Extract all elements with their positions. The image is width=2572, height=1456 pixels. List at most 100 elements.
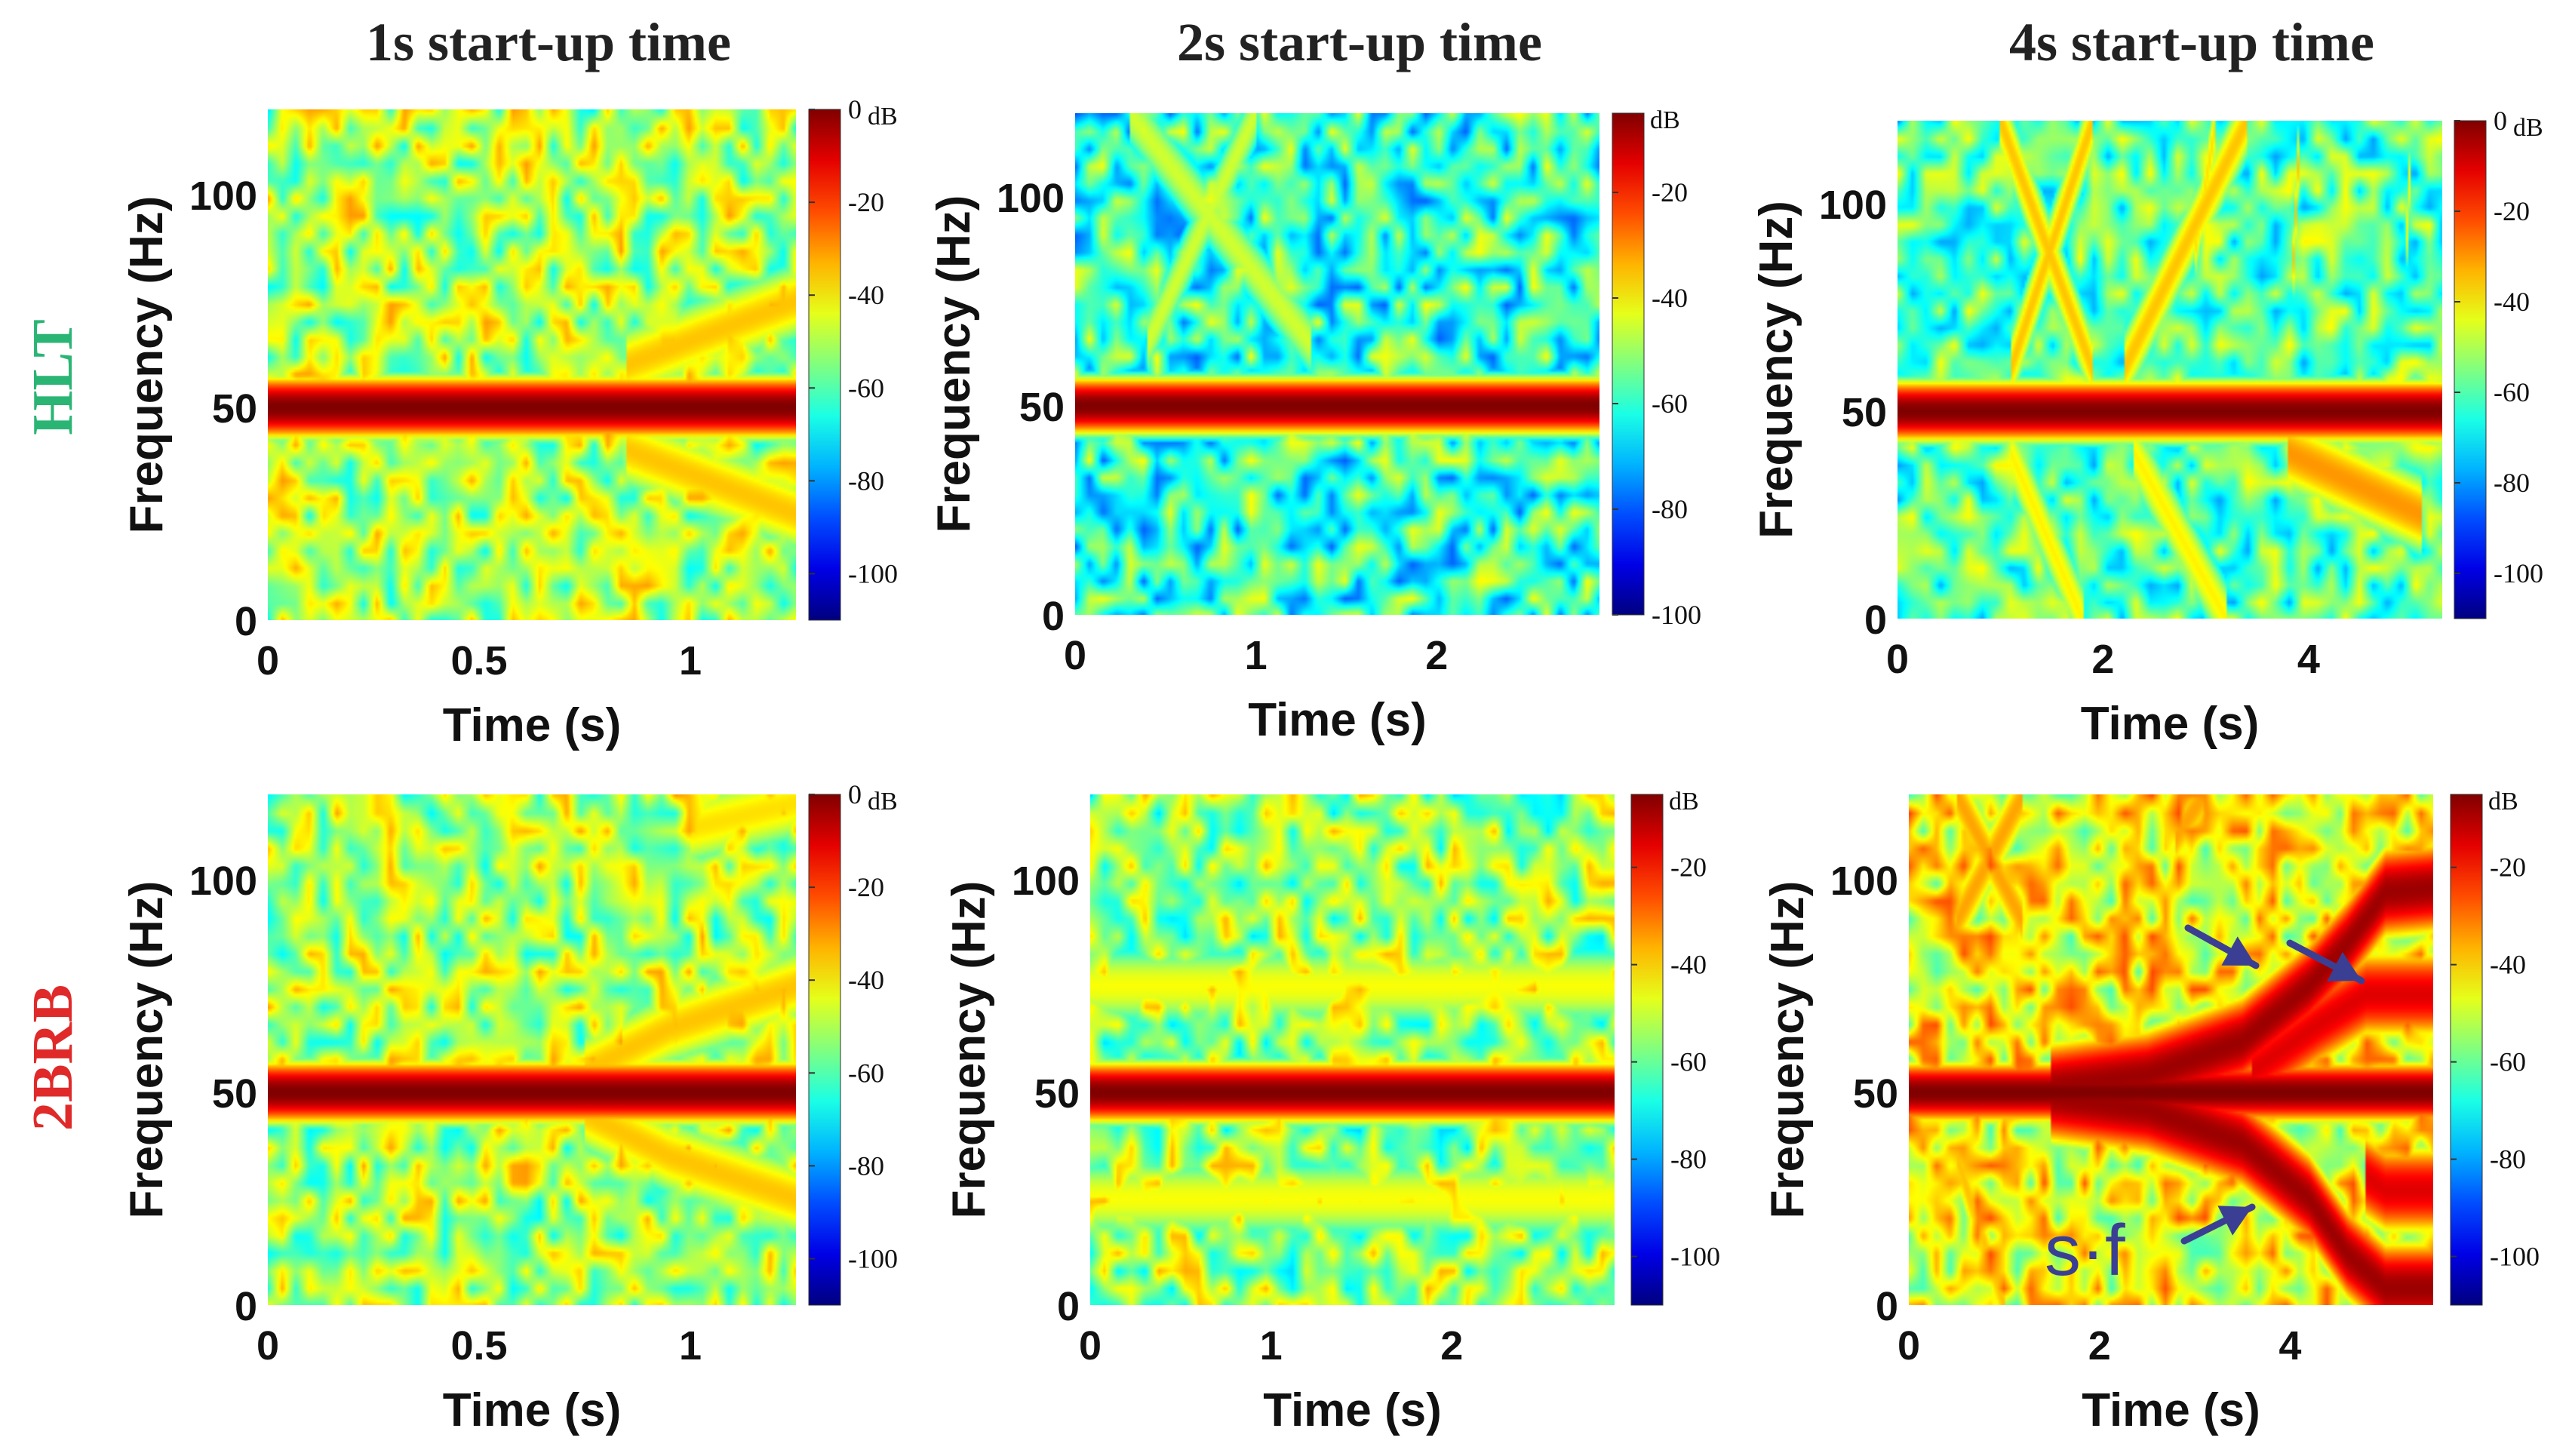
x-tick-label: 0 — [1079, 1323, 1102, 1368]
arrow-head — [2221, 936, 2256, 966]
colorbar-tick-label: 0 — [848, 779, 862, 809]
y-tick-label: 0 — [1876, 1284, 1898, 1329]
sf-annotation-label: s·f — [2045, 1210, 2125, 1291]
colorbar-tick-label: -40 — [1652, 283, 1688, 313]
x-tick-label: 2 — [2088, 1323, 2111, 1368]
colorbar-tick-label: -40 — [848, 965, 884, 995]
y-tick-label: 0 — [235, 599, 257, 644]
colorbar-hlt-4s — [2454, 120, 2487, 619]
annotation-group: s·f — [2045, 924, 2365, 1291]
colorbar-unit: dB — [1669, 788, 1699, 816]
heatmap-2brb-1s — [268, 794, 796, 1305]
y-tick-label: 100 — [189, 174, 257, 219]
x-tick-label: 2 — [1425, 633, 1448, 678]
y-tick-label: 100 — [1012, 859, 1080, 904]
x-tick-label: 4 — [2279, 1323, 2301, 1368]
column-title-4s: 4s start-up time — [2009, 12, 2374, 72]
x-axis-label: Time (s) — [2081, 698, 2260, 750]
colorbar-tick-label: -80 — [1652, 494, 1688, 524]
colorbar-unit: dB — [868, 788, 898, 816]
colorbar-tick-label: -20 — [2494, 196, 2530, 226]
colorbar-tick-label: -80 — [2490, 1144, 2526, 1175]
row-label-hlt: HLT — [21, 319, 85, 435]
panel-2brb-4s: 0 2 4 0 50 100 Time (s) Frequency (Hz) -20 -40 -60… — [1762, 788, 2540, 1436]
colorbar-tick-label: -100 — [2494, 558, 2543, 588]
x-tick-label: 4 — [2297, 637, 2320, 682]
heatmap-hlt-2s — [1075, 113, 1599, 615]
x-tick-label: 0 — [257, 1323, 279, 1368]
y-axis-label: Frequency (Hz) — [1750, 201, 1802, 539]
x-tick-label: 0 — [257, 638, 279, 683]
y-tick-label: 50 — [1034, 1071, 1080, 1117]
x-tick-label: 0 — [1064, 633, 1086, 678]
colorbar-tick-label: -80 — [2494, 468, 2530, 498]
colorbar-tick-label: -100 — [2490, 1242, 2540, 1272]
colorbar-tick-label: -100 — [848, 558, 898, 588]
y-axis-label: Frequency (Hz) — [1762, 881, 1814, 1219]
y-tick-label: 50 — [212, 1071, 257, 1117]
y-tick-label: 100 — [997, 176, 1065, 221]
arrow-head — [2217, 1206, 2252, 1236]
colorbar-tick-label: -40 — [1670, 950, 1707, 980]
colorbar-tick-label: -60 — [1652, 389, 1688, 419]
colorbar-tick-label: -80 — [848, 1150, 884, 1181]
panel-hlt-1s: 0 0.5 1 0 50 100 Time (s) Frequency (Hz) 0 -20 -40… — [121, 94, 898, 751]
arrow-annotation-upper-1 — [2184, 924, 2260, 969]
colorbar-tick-label: -80 — [848, 465, 884, 496]
colorbar-2brb-1s — [808, 794, 841, 1306]
y-tick-label: 100 — [1830, 859, 1898, 904]
colorbar-tick-label: -40 — [848, 280, 884, 310]
colorbar-tick-label: -40 — [2494, 287, 2530, 317]
colorbar-tick-label: -60 — [2490, 1047, 2526, 1077]
y-axis-label: Frequency (Hz) — [943, 881, 995, 1219]
y-tick-label: 100 — [189, 859, 257, 904]
y-tick-label: 100 — [1819, 183, 1887, 228]
colorbar-tick-label: -20 — [848, 872, 884, 902]
x-tick-label: 1 — [1260, 1323, 1283, 1368]
x-axis-label: Time (s) — [1248, 694, 1427, 746]
colorbar-unit: dB — [2488, 788, 2518, 816]
panel-2brb-2s: 0 1 2 0 50 100 Time (s) Frequency (Hz) -20 -40 -60… — [943, 788, 1720, 1436]
colorbar-tick-label: -40 — [2490, 950, 2526, 980]
y-tick-label: 0 — [1042, 594, 1065, 639]
x-tick-label: 1 — [679, 1323, 702, 1368]
y-tick-label: 50 — [1853, 1071, 1898, 1117]
heatmap-2brb-2s — [1090, 794, 1615, 1305]
y-axis-label: Frequency (Hz) — [121, 196, 173, 534]
y-axis-label: Frequency (Hz) — [928, 195, 980, 533]
colorbar-tick-label: -20 — [2490, 852, 2526, 883]
x-axis-label: Time (s) — [2082, 1384, 2260, 1436]
x-axis-label: Time (s) — [1263, 1384, 1442, 1436]
x-axis-label: Time (s) — [443, 699, 622, 751]
y-axis-label: Frequency (Hz) — [121, 881, 173, 1219]
column-title-1s: 1s start-up time — [366, 12, 731, 72]
panel-hlt-2s: 0 1 2 0 50 100 Time (s) Frequency (Hz) -20 -40 -60… — [928, 106, 1701, 746]
x-tick-label: 0.5 — [450, 638, 507, 683]
x-axis-label: Time (s) — [443, 1384, 622, 1436]
x-tick-label: 1 — [679, 638, 702, 683]
colorbar-2brb-4s — [2450, 794, 2483, 1306]
colorbar-tick-label: -60 — [2494, 377, 2530, 407]
arrow-head — [2327, 951, 2362, 981]
x-tick-label: 2 — [1440, 1323, 1463, 1368]
colorbar-tick-label: 0 — [848, 94, 862, 124]
x-tick-label: 1 — [1245, 633, 1268, 678]
panel-hlt-4s: 0 2 4 0 50 100 Time (s) Frequency (Hz) 0 -20 -40 -6… — [1750, 106, 2543, 750]
x-tick-label: 0 — [1898, 1323, 1920, 1368]
x-tick-label: 0 — [1886, 637, 1909, 682]
colorbar-tick-label: 0 — [2494, 106, 2507, 136]
colorbar-hlt-1s — [808, 109, 841, 621]
column-title-2s: 2s start-up time — [1177, 12, 1542, 72]
colorbar-tick-label: -100 — [1652, 600, 1701, 630]
heatmap-2brb-4s — [1909, 794, 2433, 1305]
x-tick-label: 2 — [2091, 637, 2114, 682]
colorbar-tick-label: -100 — [1670, 1242, 1720, 1272]
heatmap-hlt-4s — [1898, 121, 2442, 619]
y-tick-label: 0 — [235, 1284, 257, 1329]
colorbar-tick-label: -60 — [848, 1058, 884, 1088]
x-tick-label: 0.5 — [450, 1323, 507, 1368]
colorbar-tick-label: -100 — [848, 1243, 898, 1273]
y-tick-label: 0 — [1057, 1284, 1080, 1329]
y-tick-label: 50 — [212, 386, 257, 432]
